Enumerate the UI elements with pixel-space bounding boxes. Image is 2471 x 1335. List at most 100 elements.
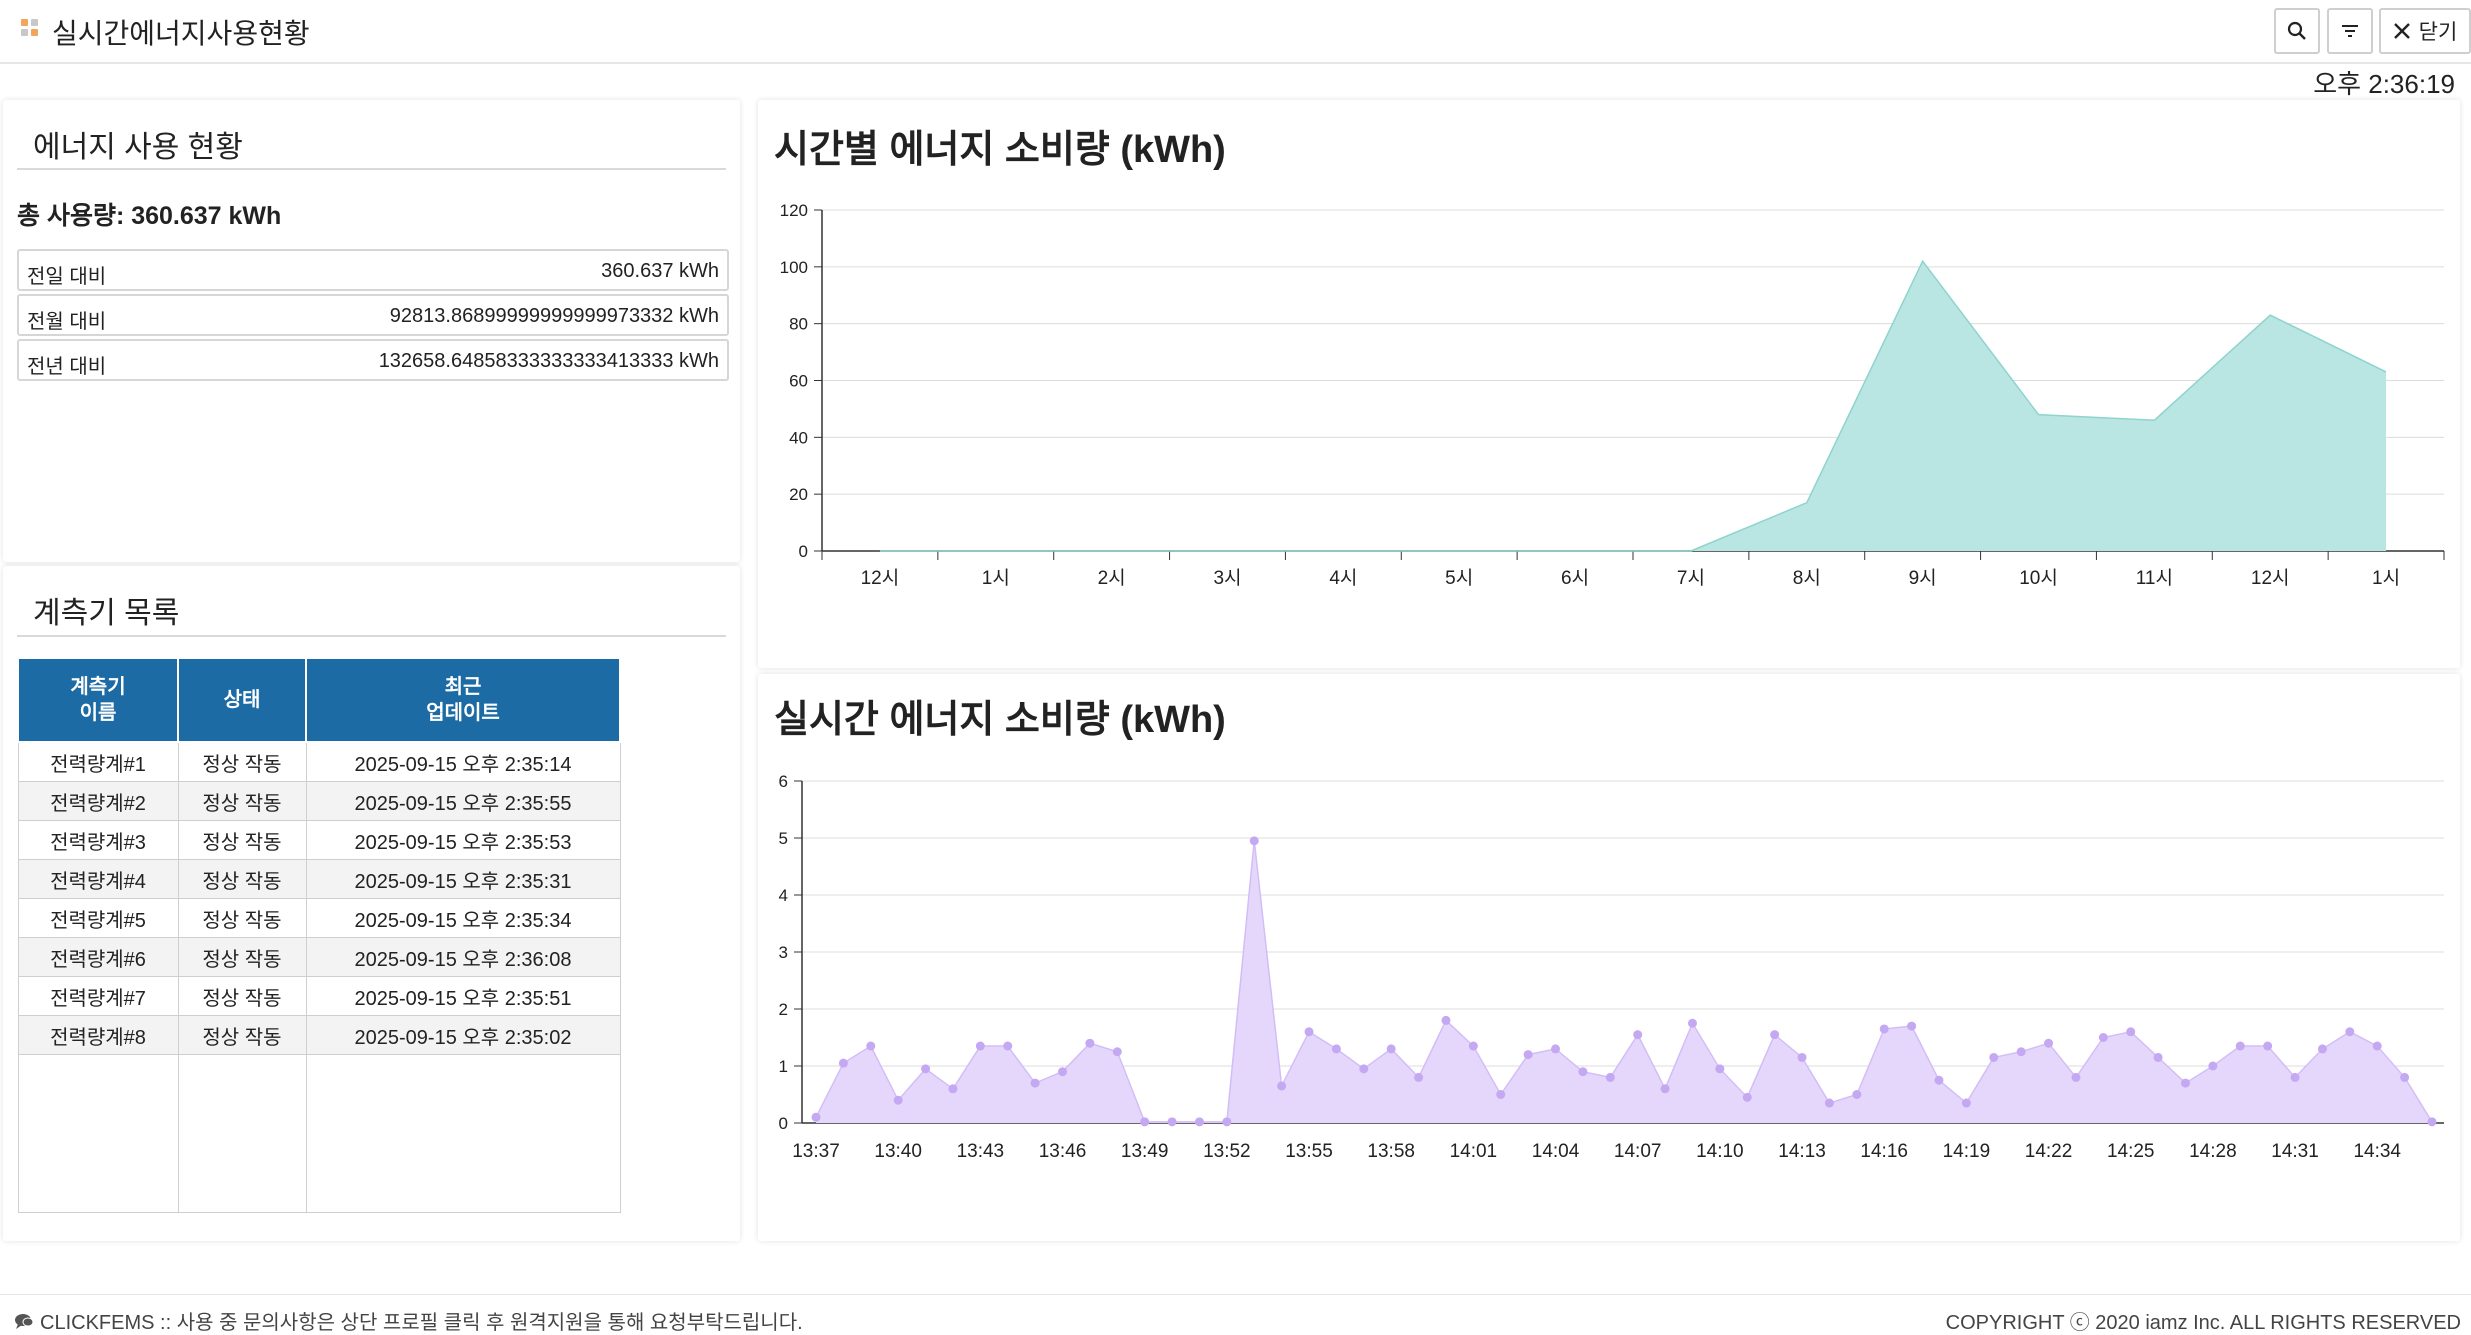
x-tick-label: 12시 <box>2251 568 2290 589</box>
search-button[interactable] <box>2274 8 2320 54</box>
realtime-data-point <box>1058 1067 1067 1076</box>
realtime-data-point <box>976 1042 985 1051</box>
meter-status: 정상 작동 <box>178 742 306 782</box>
top-bar: 실시간에너지사용현황 닫기 <box>0 0 2471 64</box>
realtime-data-point <box>1606 1073 1615 1082</box>
y-tick-label: 80 <box>789 315 808 334</box>
realtime-data-point <box>2400 1073 2409 1082</box>
y-tick-label: 1 <box>779 1057 788 1076</box>
y-tick-label: 6 <box>779 772 788 791</box>
meter-updated: 2025-09-15 오후 2:35:34 <box>306 899 620 938</box>
y-tick-label: 0 <box>799 542 808 561</box>
realtime-data-point <box>2236 1042 2245 1051</box>
realtime-data-point <box>1140 1117 1149 1126</box>
divider <box>17 635 726 637</box>
realtime-data-point <box>2208 1062 2217 1071</box>
meter-updated: 2025-09-15 오후 2:35:02 <box>306 1016 620 1055</box>
x-tick-label: 14:34 <box>2353 1141 2401 1162</box>
realtime-data-point <box>2154 1053 2163 1062</box>
realtime-data-point <box>1277 1081 1286 1090</box>
y-tick-label: 60 <box>789 372 808 391</box>
meter-name: 전력량계#6 <box>18 938 178 977</box>
x-tick-label: 6시 <box>1561 568 1589 589</box>
column-header-updated[interactable]: 최근 업데이트 <box>306 658 620 742</box>
x-tick-label: 1시 <box>2372 568 2400 589</box>
y-tick-label: 2 <box>779 1000 788 1019</box>
compare-value: 132658.64858333333333413333 kWh <box>379 350 719 373</box>
x-tick-label: 4시 <box>1329 568 1357 589</box>
meter-status: 정상 작동 <box>178 899 306 938</box>
column-header-name[interactable]: 계측기 이름 <box>18 658 178 742</box>
filter-button[interactable] <box>2327 8 2373 54</box>
x-tick-label: 14:19 <box>1943 1141 1991 1162</box>
realtime-data-point <box>1003 1042 1012 1051</box>
meter-updated: 2025-09-15 오후 2:35:14 <box>306 742 620 782</box>
x-tick-label: 3시 <box>1213 568 1241 589</box>
x-tick-label: 8시 <box>1793 568 1821 589</box>
x-tick-label: 13:40 <box>874 1141 922 1162</box>
realtime-data-point <box>2318 1044 2327 1053</box>
compare-row-year: 전년 대비 132658.64858333333333413333 kWh <box>17 339 729 381</box>
current-time: 오후 2:36:19 <box>2313 64 2455 101</box>
close-label: 닫기 <box>2419 16 2458 46</box>
footer-notice: CLICKFEMS :: 사용 중 문의사항은 상단 프로필 클릭 후 원격지원… <box>14 1306 803 1335</box>
realtime-data-point <box>2017 1047 2026 1056</box>
x-tick-label: 2시 <box>1098 568 1126 589</box>
y-tick-label: 20 <box>789 485 808 504</box>
meter-status: 정상 작동 <box>178 938 306 977</box>
meter-status: 정상 작동 <box>178 1016 306 1055</box>
compare-label: 전년 대비 <box>27 350 106 379</box>
realtime-data-point <box>1195 1117 1204 1126</box>
realtime-data-point <box>2345 1027 2354 1036</box>
table-empty-row <box>18 1055 620 1213</box>
realtime-data-point <box>1907 1022 1916 1031</box>
compare-value: 92813.86899999999999973332 kWh <box>390 305 719 328</box>
y-tick-label: 5 <box>779 829 788 848</box>
filter-icon <box>2339 20 2361 42</box>
close-button[interactable]: 닫기 <box>2379 8 2471 54</box>
realtime-data-point <box>1633 1030 1642 1039</box>
realtime-data-point <box>2044 1039 2053 1048</box>
realtime-data-point <box>1934 1076 1943 1085</box>
realtime-data-point <box>812 1113 821 1122</box>
meter-status: 정상 작동 <box>178 782 306 821</box>
x-tick-label: 5시 <box>1445 568 1473 589</box>
compare-label: 전일 대비 <box>27 260 106 289</box>
footer-divider <box>0 1294 2471 1295</box>
realtime-data-point <box>2181 1079 2190 1088</box>
meter-name: 전력량계#3 <box>18 821 178 860</box>
x-tick-label: 14:31 <box>2271 1141 2319 1162</box>
realtime-data-point <box>1688 1019 1697 1028</box>
table-header-row: 계측기 이름 상태 최근 업데이트 <box>18 658 620 742</box>
meter-updated: 2025-09-15 오후 2:35:31 <box>306 860 620 899</box>
close-icon <box>2393 22 2411 40</box>
realtime-data-point <box>1880 1024 1889 1033</box>
footer-notice-text: CLICKFEMS :: 사용 중 문의사항은 상단 프로필 클릭 후 원격지원… <box>40 1306 803 1335</box>
realtime-data-point <box>1031 1079 1040 1088</box>
realtime-data-point <box>1743 1093 1752 1102</box>
realtime-data-point <box>1578 1067 1587 1076</box>
x-tick-label: 7시 <box>1677 568 1705 589</box>
realtime-data-point <box>1551 1044 1560 1053</box>
x-tick-label: 10시 <box>2019 568 2058 589</box>
total-usage: 총 사용량: 360.637 kWh <box>17 196 281 232</box>
realtime-data-point <box>921 1064 930 1073</box>
x-tick-label: 14:25 <box>2107 1141 2155 1162</box>
x-tick-label: 9시 <box>1909 568 1937 589</box>
meter-name: 전력량계#5 <box>18 899 178 938</box>
column-header-status[interactable]: 상태 <box>178 658 306 742</box>
hourly-area-series <box>880 261 2386 551</box>
realtime-data-point <box>2263 1042 2272 1051</box>
